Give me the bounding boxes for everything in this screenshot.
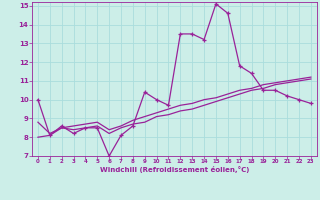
X-axis label: Windchill (Refroidissement éolien,°C): Windchill (Refroidissement éolien,°C) bbox=[100, 166, 249, 173]
